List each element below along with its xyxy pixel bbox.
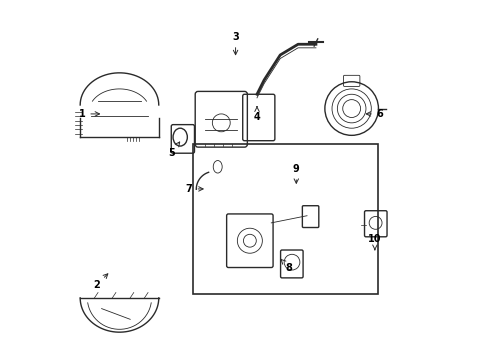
Text: 2: 2 [93, 274, 107, 291]
Text: 4: 4 [253, 107, 260, 122]
Text: 7: 7 [185, 184, 203, 194]
Text: 1: 1 [79, 109, 100, 119]
Text: 8: 8 [280, 259, 292, 273]
Text: 10: 10 [367, 234, 381, 250]
Text: 6: 6 [366, 109, 383, 119]
Text: 5: 5 [167, 142, 179, 158]
Text: 9: 9 [292, 164, 299, 183]
Text: 3: 3 [232, 32, 239, 55]
